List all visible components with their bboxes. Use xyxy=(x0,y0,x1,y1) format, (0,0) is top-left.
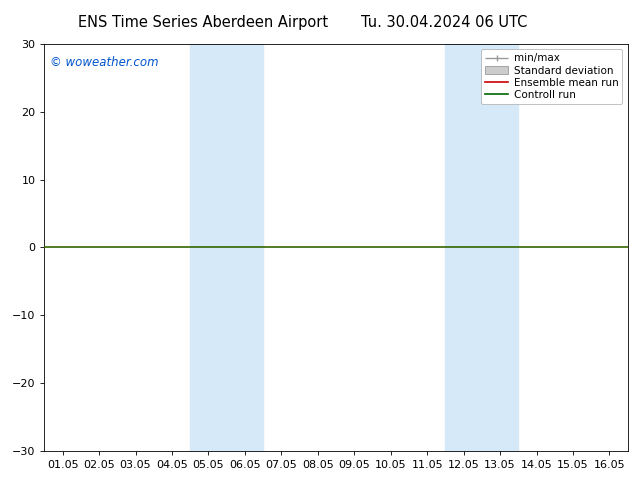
Text: Tu. 30.04.2024 06 UTC: Tu. 30.04.2024 06 UTC xyxy=(361,15,527,30)
Text: © woweather.com: © woweather.com xyxy=(50,56,159,69)
Bar xyxy=(190,44,263,451)
Text: ENS Time Series Aberdeen Airport: ENS Time Series Aberdeen Airport xyxy=(78,15,328,30)
Legend: min/max, Standard deviation, Ensemble mean run, Controll run: min/max, Standard deviation, Ensemble me… xyxy=(481,49,623,104)
Bar xyxy=(445,44,518,451)
